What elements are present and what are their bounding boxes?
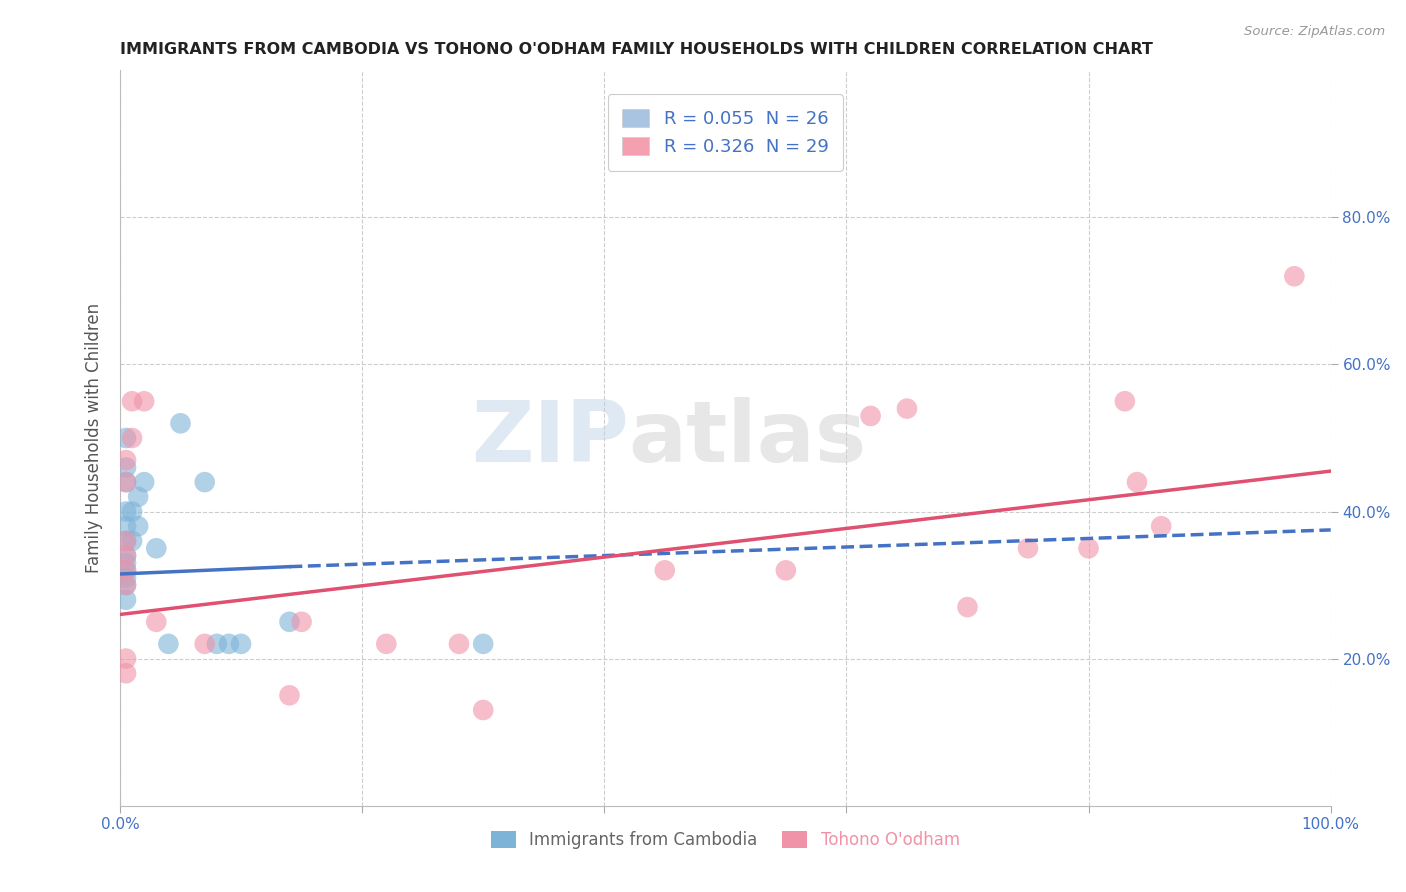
Point bbox=[127, 490, 149, 504]
Point bbox=[115, 666, 138, 681]
Text: IMMIGRANTS FROM CAMBODIA VS TOHONO O'ODHAM FAMILY HOUSEHOLDS WITH CHILDREN CORRE: IMMIGRANTS FROM CAMBODIA VS TOHONO O'ODH… bbox=[120, 42, 1153, 57]
Point bbox=[127, 519, 149, 533]
Point bbox=[115, 578, 138, 592]
Point bbox=[145, 541, 167, 556]
Point bbox=[375, 637, 398, 651]
Point bbox=[115, 460, 138, 475]
Point bbox=[115, 519, 138, 533]
Point bbox=[169, 417, 191, 431]
Point bbox=[115, 533, 138, 548]
Point bbox=[472, 637, 495, 651]
Point bbox=[115, 533, 138, 548]
Point bbox=[121, 394, 143, 409]
Point bbox=[472, 703, 495, 717]
Point bbox=[115, 549, 138, 563]
Point bbox=[654, 563, 676, 577]
Point bbox=[145, 615, 167, 629]
Point bbox=[205, 637, 228, 651]
Text: atlas: atlas bbox=[628, 397, 866, 480]
Point bbox=[115, 563, 138, 577]
Point bbox=[1126, 475, 1149, 489]
Text: ZIP: ZIP bbox=[471, 397, 628, 480]
Point bbox=[115, 556, 138, 570]
Point bbox=[775, 563, 797, 577]
Point bbox=[121, 431, 143, 445]
Legend: R = 0.055  N = 26, R = 0.326  N = 29: R = 0.055 N = 26, R = 0.326 N = 29 bbox=[607, 95, 844, 170]
Point bbox=[115, 431, 138, 445]
Point bbox=[115, 578, 138, 592]
Point bbox=[134, 475, 156, 489]
Point bbox=[896, 401, 918, 416]
Point bbox=[290, 615, 312, 629]
Point bbox=[218, 637, 240, 651]
Point bbox=[115, 475, 138, 489]
Point bbox=[157, 637, 180, 651]
Point bbox=[447, 637, 470, 651]
Point bbox=[115, 563, 138, 577]
Point bbox=[1077, 541, 1099, 556]
Point bbox=[115, 651, 138, 665]
Point bbox=[194, 475, 217, 489]
Point bbox=[1284, 269, 1306, 284]
Point bbox=[859, 409, 882, 423]
Point bbox=[956, 600, 979, 615]
Point bbox=[115, 504, 138, 518]
Point bbox=[278, 689, 301, 703]
Point bbox=[194, 637, 217, 651]
Point bbox=[1017, 541, 1039, 556]
Point bbox=[115, 549, 138, 563]
Point bbox=[115, 475, 138, 489]
Point bbox=[134, 394, 156, 409]
Text: Source: ZipAtlas.com: Source: ZipAtlas.com bbox=[1244, 25, 1385, 38]
Point bbox=[121, 533, 143, 548]
Point bbox=[278, 615, 301, 629]
Y-axis label: Family Households with Children: Family Households with Children bbox=[86, 303, 103, 573]
Point bbox=[115, 453, 138, 467]
Point bbox=[115, 592, 138, 607]
Point bbox=[229, 637, 252, 651]
Point bbox=[121, 504, 143, 518]
Point bbox=[1150, 519, 1173, 533]
Point bbox=[115, 571, 138, 585]
Point bbox=[1114, 394, 1136, 409]
